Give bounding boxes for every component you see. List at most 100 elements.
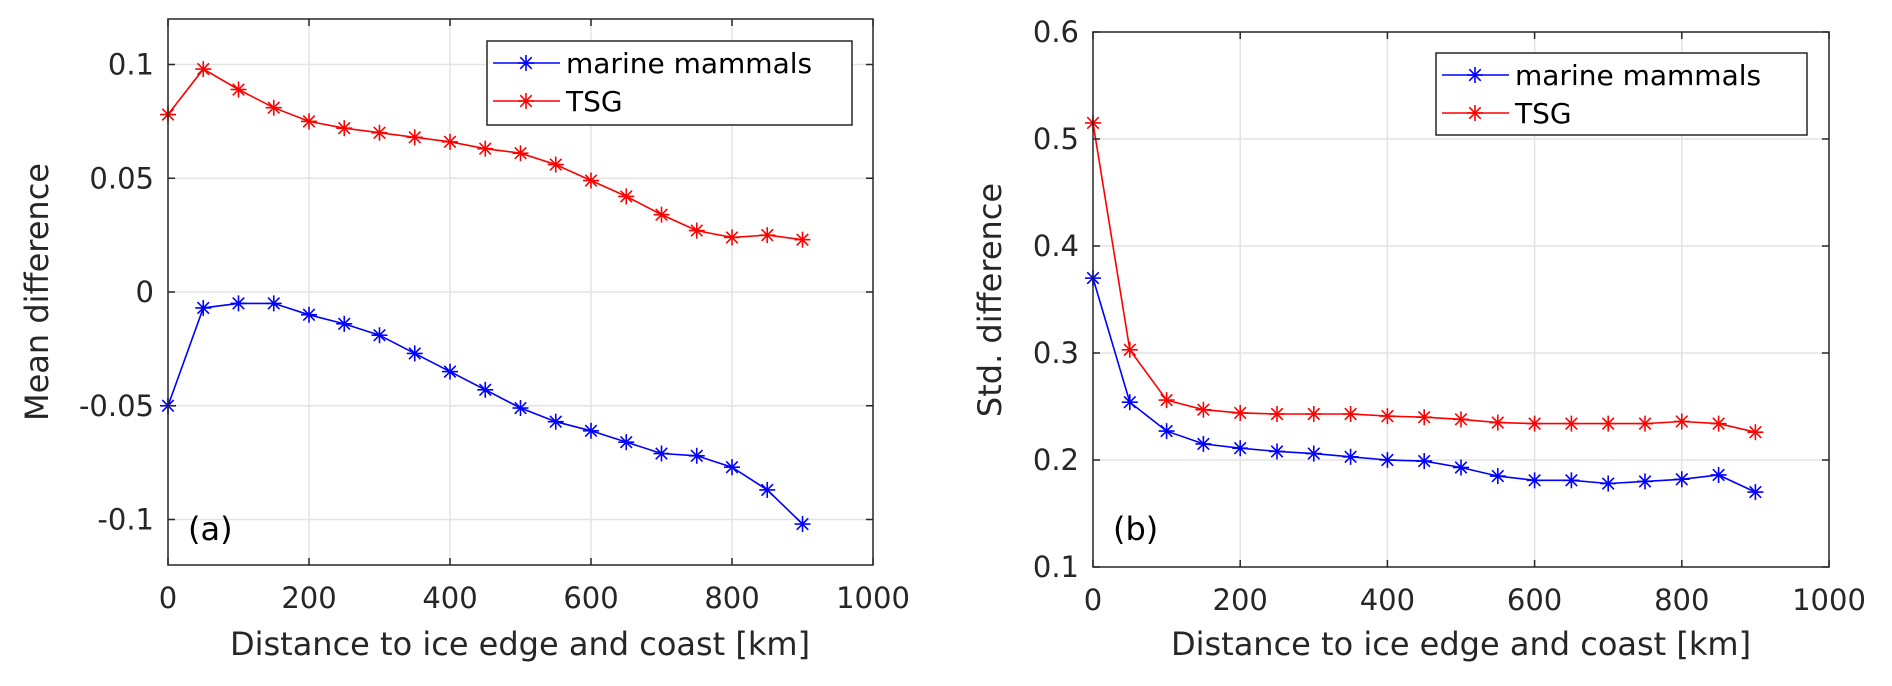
x-tick-label: 200: [281, 581, 336, 615]
data-point: [1489, 468, 1506, 485]
data-point: [265, 99, 282, 116]
y-tick-label: 0.4: [1033, 229, 1079, 263]
data-point: [618, 434, 635, 451]
data-point: [1158, 423, 1175, 440]
data-point: [442, 133, 458, 150]
series-marine-mammals: [160, 295, 811, 533]
y-axis-label: Mean difference: [18, 163, 56, 421]
y-tick-label: 0.05: [89, 161, 154, 195]
y-tick-label: 0.2: [1033, 443, 1079, 477]
tick-layer: 0 200 400 600 800 1000 -0.1 -0.05 0 0.05 0.1: [79, 19, 910, 615]
data-point: [1195, 435, 1212, 452]
data-point: [724, 229, 740, 246]
data-point: [477, 140, 494, 157]
legend-entry: TSG: [1442, 97, 1572, 130]
data-point: [1232, 440, 1249, 457]
legend-marker: [1467, 67, 1483, 83]
data-point: [230, 295, 247, 312]
data-point: [653, 445, 670, 462]
y-tick-label: 0.5: [1033, 122, 1079, 156]
x-tick-label: 600: [563, 581, 618, 615]
y-axis-label: Std. difference: [971, 183, 1009, 417]
data-point: [1453, 459, 1469, 476]
x-tick-label: 800: [704, 581, 759, 615]
x-tick-label: 800: [1654, 583, 1709, 617]
legend-box: [1435, 52, 1808, 136]
data-point: [1269, 443, 1285, 460]
data-point: [1305, 445, 1322, 462]
data-point: [1121, 394, 1138, 411]
data-point: [1600, 415, 1617, 432]
x-tick-label: 400: [1360, 583, 1415, 617]
y-tick-label: 0.6: [1033, 15, 1079, 49]
data-point: [512, 145, 529, 162]
data-point: [1710, 466, 1727, 483]
data-point: [301, 306, 317, 323]
legend-entries: marine mammals TSG: [1442, 59, 1761, 130]
data-point: [724, 459, 740, 476]
data-point: [442, 363, 458, 380]
data-point: [1379, 408, 1396, 425]
data-point: [1600, 475, 1617, 492]
data-point: [1121, 341, 1138, 358]
data-point: [406, 345, 423, 362]
data-point: [371, 327, 388, 344]
data-point: [195, 299, 212, 316]
x-tick-label: 200: [1213, 583, 1268, 617]
data-point: [1416, 453, 1433, 470]
data-point: [1158, 392, 1175, 409]
legend-entry: TSG: [493, 85, 623, 118]
data-point: [1710, 415, 1727, 432]
data-point: [1195, 401, 1212, 418]
y-tick-label: 0.1: [1033, 550, 1079, 584]
data-point: [1305, 405, 1322, 422]
series-layer: [160, 61, 811, 533]
data-point: [1379, 452, 1396, 468]
y-tick-label: -0.1: [97, 503, 154, 537]
data-point: [1563, 415, 1580, 432]
data-point: [653, 206, 670, 223]
x-tick-label: 0: [159, 581, 177, 615]
tick-layer: 0 200 400 600 800 1000 0.1 0.2 0.3 0.4 0.5 0.6: [1033, 15, 1866, 617]
data-point: [1342, 448, 1359, 465]
x-tick-label: 1000: [1792, 583, 1866, 617]
y-tick-label: 0.1: [108, 48, 154, 82]
chart-panel-b: 0 200 400 600 800 1000 0.1 0.2 0.3 0.4 0.5 0.6 Dist…: [971, 15, 1866, 663]
panel-label: (b): [1113, 510, 1158, 548]
data-point: [583, 172, 599, 189]
data-point: [794, 516, 811, 533]
data-point: [794, 231, 811, 248]
legend: marine mammals TSG: [1435, 52, 1808, 136]
legend-marker: [518, 93, 534, 109]
data-point: [195, 61, 212, 78]
legend-label: marine mammals: [1515, 59, 1761, 92]
data-point: [301, 113, 317, 130]
series-tsg: [160, 61, 811, 248]
x-tick-label: 400: [422, 581, 477, 615]
data-point: [759, 227, 776, 244]
data-point: [406, 129, 423, 146]
chart-panel-a: 0 200 400 600 800 1000 -0.1 -0.05 0 0.05 0.1 Dista…: [18, 18, 910, 663]
data-point: [1232, 404, 1249, 421]
data-point: [1342, 405, 1359, 422]
x-axis-label: Distance to ice edge and coast [km]: [1171, 625, 1751, 663]
y-tick-label: 0.3: [1033, 336, 1079, 370]
data-point: [583, 422, 599, 439]
legend-entry: marine mammals: [493, 47, 812, 80]
data-point: [512, 400, 529, 417]
data-point: [547, 156, 564, 173]
data-point: [1747, 424, 1764, 441]
axes-box: [1092, 31, 1830, 568]
data-point: [1673, 471, 1690, 488]
panel-label: (a): [188, 510, 233, 548]
y-tick-label: -0.05: [79, 389, 154, 423]
x-tick-label: 1000: [836, 581, 910, 615]
data-point: [618, 188, 635, 205]
legend: marine mammals TSG: [486, 40, 853, 126]
data-point: [1416, 409, 1433, 426]
legend-entries: marine mammals TSG: [493, 47, 812, 118]
data-point: [688, 222, 705, 239]
data-point: [688, 447, 705, 464]
legend-box: [486, 40, 853, 126]
